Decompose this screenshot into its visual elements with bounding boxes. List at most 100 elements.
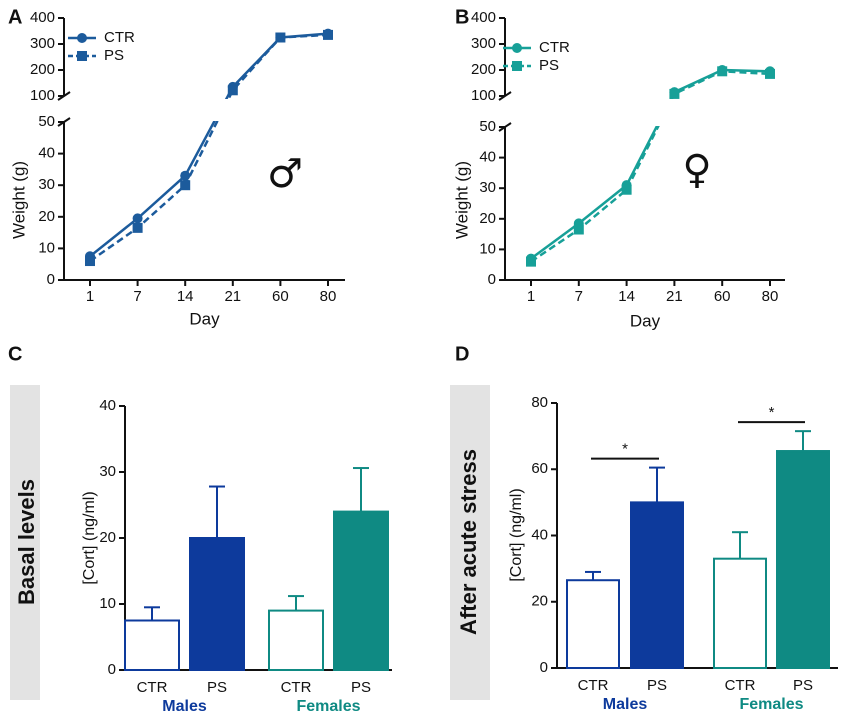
x-tick-label: CTR	[578, 677, 609, 694]
x-tick-label: CTR	[725, 677, 756, 694]
x-tick-label: 1	[86, 288, 94, 305]
y-tick-label: 40	[99, 397, 116, 414]
plot-lines	[89, 32, 329, 263]
series-line	[89, 33, 329, 263]
x-tick-label: PS	[351, 679, 371, 696]
y-tick-label: 30	[38, 176, 55, 193]
y-axis-label: Weight (g)	[452, 161, 471, 239]
bar	[124, 619, 180, 671]
legend-label: CTR	[539, 39, 570, 56]
y-tick-label: 100	[471, 87, 496, 104]
group-label: Females	[296, 698, 360, 715]
series-line	[89, 32, 329, 258]
y-tick-label: 300	[30, 35, 55, 52]
series-line	[530, 70, 771, 263]
y-tick-label: 60	[531, 460, 548, 477]
marker	[132, 213, 143, 224]
series-line	[530, 68, 771, 260]
axis-break	[498, 91, 512, 132]
group-label: Males	[603, 696, 648, 713]
sex-symbol: ♀	[682, 147, 711, 193]
x-tick-label: 60	[714, 288, 731, 305]
significance-label: *	[769, 404, 775, 421]
x-tick-label: 80	[320, 288, 337, 305]
panel-label: B	[455, 6, 469, 28]
marker	[669, 88, 680, 99]
panel-label: C	[8, 343, 22, 365]
marker	[275, 32, 286, 43]
marker	[323, 29, 333, 40]
y-tick-label: 100	[30, 87, 55, 104]
x-tick-label: PS	[207, 679, 227, 696]
legend-label: PS	[539, 57, 559, 74]
axis-break	[57, 91, 71, 127]
x-tick-label: 7	[575, 288, 583, 305]
bar	[630, 501, 684, 669]
marker	[132, 222, 143, 233]
marker	[180, 180, 191, 191]
x-axis-label: Day	[189, 309, 220, 328]
bar	[333, 510, 389, 671]
group-label: Males	[162, 698, 207, 715]
y-tick-label: 50	[38, 113, 55, 130]
marker	[85, 256, 95, 267]
legend-label: PS	[104, 47, 124, 64]
marker	[77, 33, 87, 43]
x-tick-label: 21	[224, 288, 241, 305]
x-tick-label: 14	[618, 288, 635, 305]
marker	[77, 51, 87, 61]
x-tick-label: 21	[666, 288, 683, 305]
bar	[189, 537, 245, 671]
bar	[268, 609, 324, 671]
marker	[717, 66, 728, 77]
marker	[526, 256, 536, 267]
y-tick-label: 20	[479, 210, 496, 227]
legend-label: CTR	[104, 29, 135, 46]
sex-symbol: ♂	[267, 151, 303, 197]
group-label: Females	[739, 696, 803, 713]
y-tick-label: 30	[99, 463, 116, 480]
y-tick-label: 20	[531, 593, 548, 610]
side-box	[10, 385, 40, 700]
bar	[713, 557, 767, 669]
y-tick-label: 400	[471, 9, 496, 26]
significance-label: *	[622, 441, 628, 458]
x-tick-label: 60	[272, 288, 289, 305]
side-box	[450, 385, 490, 700]
x-tick-label: 1	[527, 288, 535, 305]
marker	[621, 184, 632, 195]
x-tick-label: 80	[762, 288, 779, 305]
x-axis-label: Day	[630, 311, 661, 330]
marker	[180, 170, 191, 181]
y-tick-label: 0	[488, 271, 496, 288]
marker	[227, 85, 238, 96]
marker	[512, 43, 522, 53]
panel-label: A	[8, 6, 22, 28]
y-tick-label: 20	[38, 208, 55, 225]
y-tick-label: 40	[38, 145, 55, 162]
y-tick-label: 20	[99, 529, 116, 546]
y-tick-label: 80	[531, 394, 548, 411]
y-tick-label: 10	[479, 240, 496, 257]
y-tick-label: 0	[108, 661, 116, 678]
side-label: After acute stress	[456, 449, 481, 635]
y-axis-label: [Cort] (ng/ml)	[508, 488, 525, 581]
y-tick-label: 300	[471, 35, 496, 52]
x-tick-label: 7	[133, 288, 141, 305]
y-tick-label: 50	[479, 118, 496, 135]
y-tick-label: 200	[30, 61, 55, 78]
plot-lines	[530, 68, 771, 263]
x-tick-label: CTR	[281, 679, 312, 696]
marker	[573, 224, 584, 235]
x-tick-label: PS	[647, 677, 667, 694]
y-tick-label: 0	[47, 271, 55, 288]
marker	[512, 61, 522, 71]
y-tick-label: 10	[38, 239, 55, 256]
bar	[566, 579, 620, 669]
side-label: Basal levels	[14, 479, 39, 605]
y-tick-label: 10	[99, 595, 116, 612]
y-tick-label: 200	[471, 61, 496, 78]
x-tick-label: PS	[793, 677, 813, 694]
y-tick-label: 400	[30, 9, 55, 26]
